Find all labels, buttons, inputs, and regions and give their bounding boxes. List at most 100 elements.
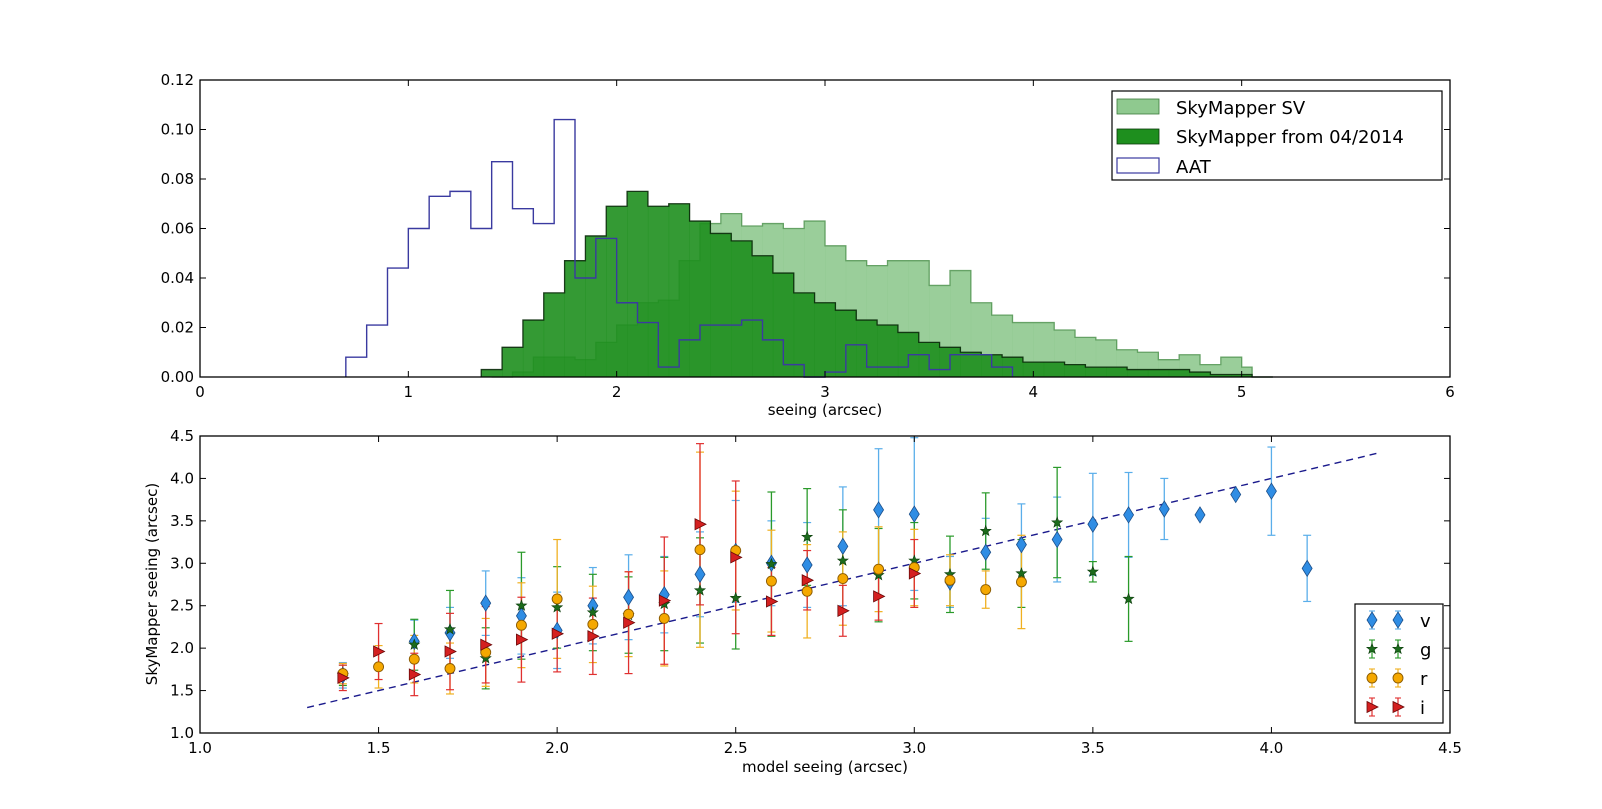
x-tick-label: 5 <box>1237 383 1247 401</box>
point-r <box>801 585 813 597</box>
point-r <box>551 593 563 605</box>
hist-bar <box>502 347 524 377</box>
point-r <box>873 563 885 575</box>
legend-marker-v <box>1392 611 1404 629</box>
point-v <box>694 565 706 584</box>
x-tick-label: 0 <box>195 383 205 401</box>
x-tick-label: 2.5 <box>724 739 748 757</box>
x-tick-label: 3 <box>820 383 830 401</box>
histogram-x-axis-label: seeing (arcsec) <box>768 401 883 419</box>
point-i <box>730 551 743 564</box>
point-i <box>766 595 779 608</box>
hist-bar <box>1127 369 1149 377</box>
x-tick-label: 3.0 <box>902 739 926 757</box>
legend-marker-i <box>1392 700 1405 714</box>
x-tick-label: 1.0 <box>188 739 212 757</box>
point-i <box>373 645 386 658</box>
hist-bar <box>564 260 586 377</box>
point-g <box>693 584 707 596</box>
y-tick-label: 0.12 <box>161 71 194 89</box>
y-tick-label: 4.0 <box>170 469 194 487</box>
point-g <box>729 591 742 604</box>
hist-bar <box>1210 374 1232 377</box>
hist-bar <box>1168 369 1190 377</box>
point-g <box>979 524 992 537</box>
hist-bar <box>668 203 690 377</box>
point-i <box>516 633 529 646</box>
legend-marker-r <box>1392 672 1404 684</box>
point-v <box>908 505 920 523</box>
legend-marker-g <box>1391 642 1405 655</box>
x-tick-label: 4 <box>1029 383 1039 401</box>
legend-label-i: i <box>1420 698 1425 719</box>
legend-label-r: r <box>1420 669 1428 690</box>
point-i <box>444 645 457 658</box>
point-v <box>1087 515 1099 534</box>
hist-bar <box>1043 362 1065 377</box>
hist-bar <box>1085 367 1107 377</box>
hist-bar <box>689 221 711 377</box>
point-i <box>694 518 707 531</box>
hist-series-aat <box>345 118 1014 378</box>
hist-bar <box>752 255 774 377</box>
point-v <box>1158 500 1170 518</box>
point-v <box>801 556 813 574</box>
y-tick-label: 4.5 <box>170 427 194 445</box>
point-g <box>1086 565 1099 577</box>
point-g <box>801 530 814 543</box>
point-r <box>837 573 849 585</box>
point-v <box>1265 482 1277 500</box>
point-i <box>551 627 565 640</box>
x-tick-label: 4.5 <box>1438 739 1462 757</box>
legend-label-v: v <box>1420 611 1431 632</box>
legend-marker-v <box>1366 611 1378 629</box>
x-tick-label: 2 <box>612 383 622 401</box>
point-i <box>908 567 922 580</box>
point-v <box>480 594 492 612</box>
point-i <box>337 671 350 684</box>
y-tick-label: 0.00 <box>161 368 194 386</box>
point-i <box>408 668 422 681</box>
hist-bar <box>1064 364 1086 377</box>
x-tick-label: 4.0 <box>1259 739 1283 757</box>
hist-bar <box>522 320 545 377</box>
y-tick-label: 0.10 <box>161 121 194 139</box>
hist-bar <box>1189 372 1211 377</box>
point-r <box>587 618 599 630</box>
point-v <box>1194 506 1206 524</box>
point-g <box>836 554 849 566</box>
point-r <box>1015 576 1027 588</box>
hist-bar <box>543 292 565 377</box>
hist-bar <box>731 240 753 377</box>
point-v <box>837 537 849 556</box>
y-tick-label: 0.04 <box>161 269 194 287</box>
scatter-x-axis-label: model seeing (arcsec) <box>742 758 908 776</box>
point-g <box>1122 592 1135 605</box>
hist-bar <box>1147 369 1170 377</box>
point-v <box>873 501 885 519</box>
point-i <box>623 616 636 629</box>
hist-bar <box>627 191 649 377</box>
histogram-panel: 0 1 2 3 4 5 6 0.00 0.02 0.04 0.06 0.08 0.10 0.12 seei… <box>161 71 1455 419</box>
point-r <box>408 653 420 665</box>
legend-label-g: g <box>1420 640 1431 661</box>
y-tick-label: 2.5 <box>170 597 194 615</box>
scatter-legend: v g r i <box>1354 603 1444 724</box>
x-tick-label: 1 <box>404 383 414 401</box>
y-tick-label: 1.5 <box>170 682 194 700</box>
hist-bar <box>1220 357 1243 377</box>
point-v <box>1051 530 1063 549</box>
point-g <box>551 601 564 613</box>
point-r <box>444 663 456 674</box>
scatter-markers-r <box>337 544 1027 680</box>
histogram-legend: SkyMapper SV SkyMapper from 04/2014 AAT <box>1111 90 1443 181</box>
scatter-y-axis-label: SkyMapper seeing (arcsec) <box>143 483 161 685</box>
point-r <box>980 584 992 596</box>
point-g <box>408 638 421 650</box>
hist-bar <box>710 233 732 377</box>
x-tick-label: 6 <box>1445 383 1455 401</box>
point-v <box>1123 506 1135 524</box>
point-g <box>1015 567 1028 579</box>
legend-marker-i <box>1366 700 1379 714</box>
